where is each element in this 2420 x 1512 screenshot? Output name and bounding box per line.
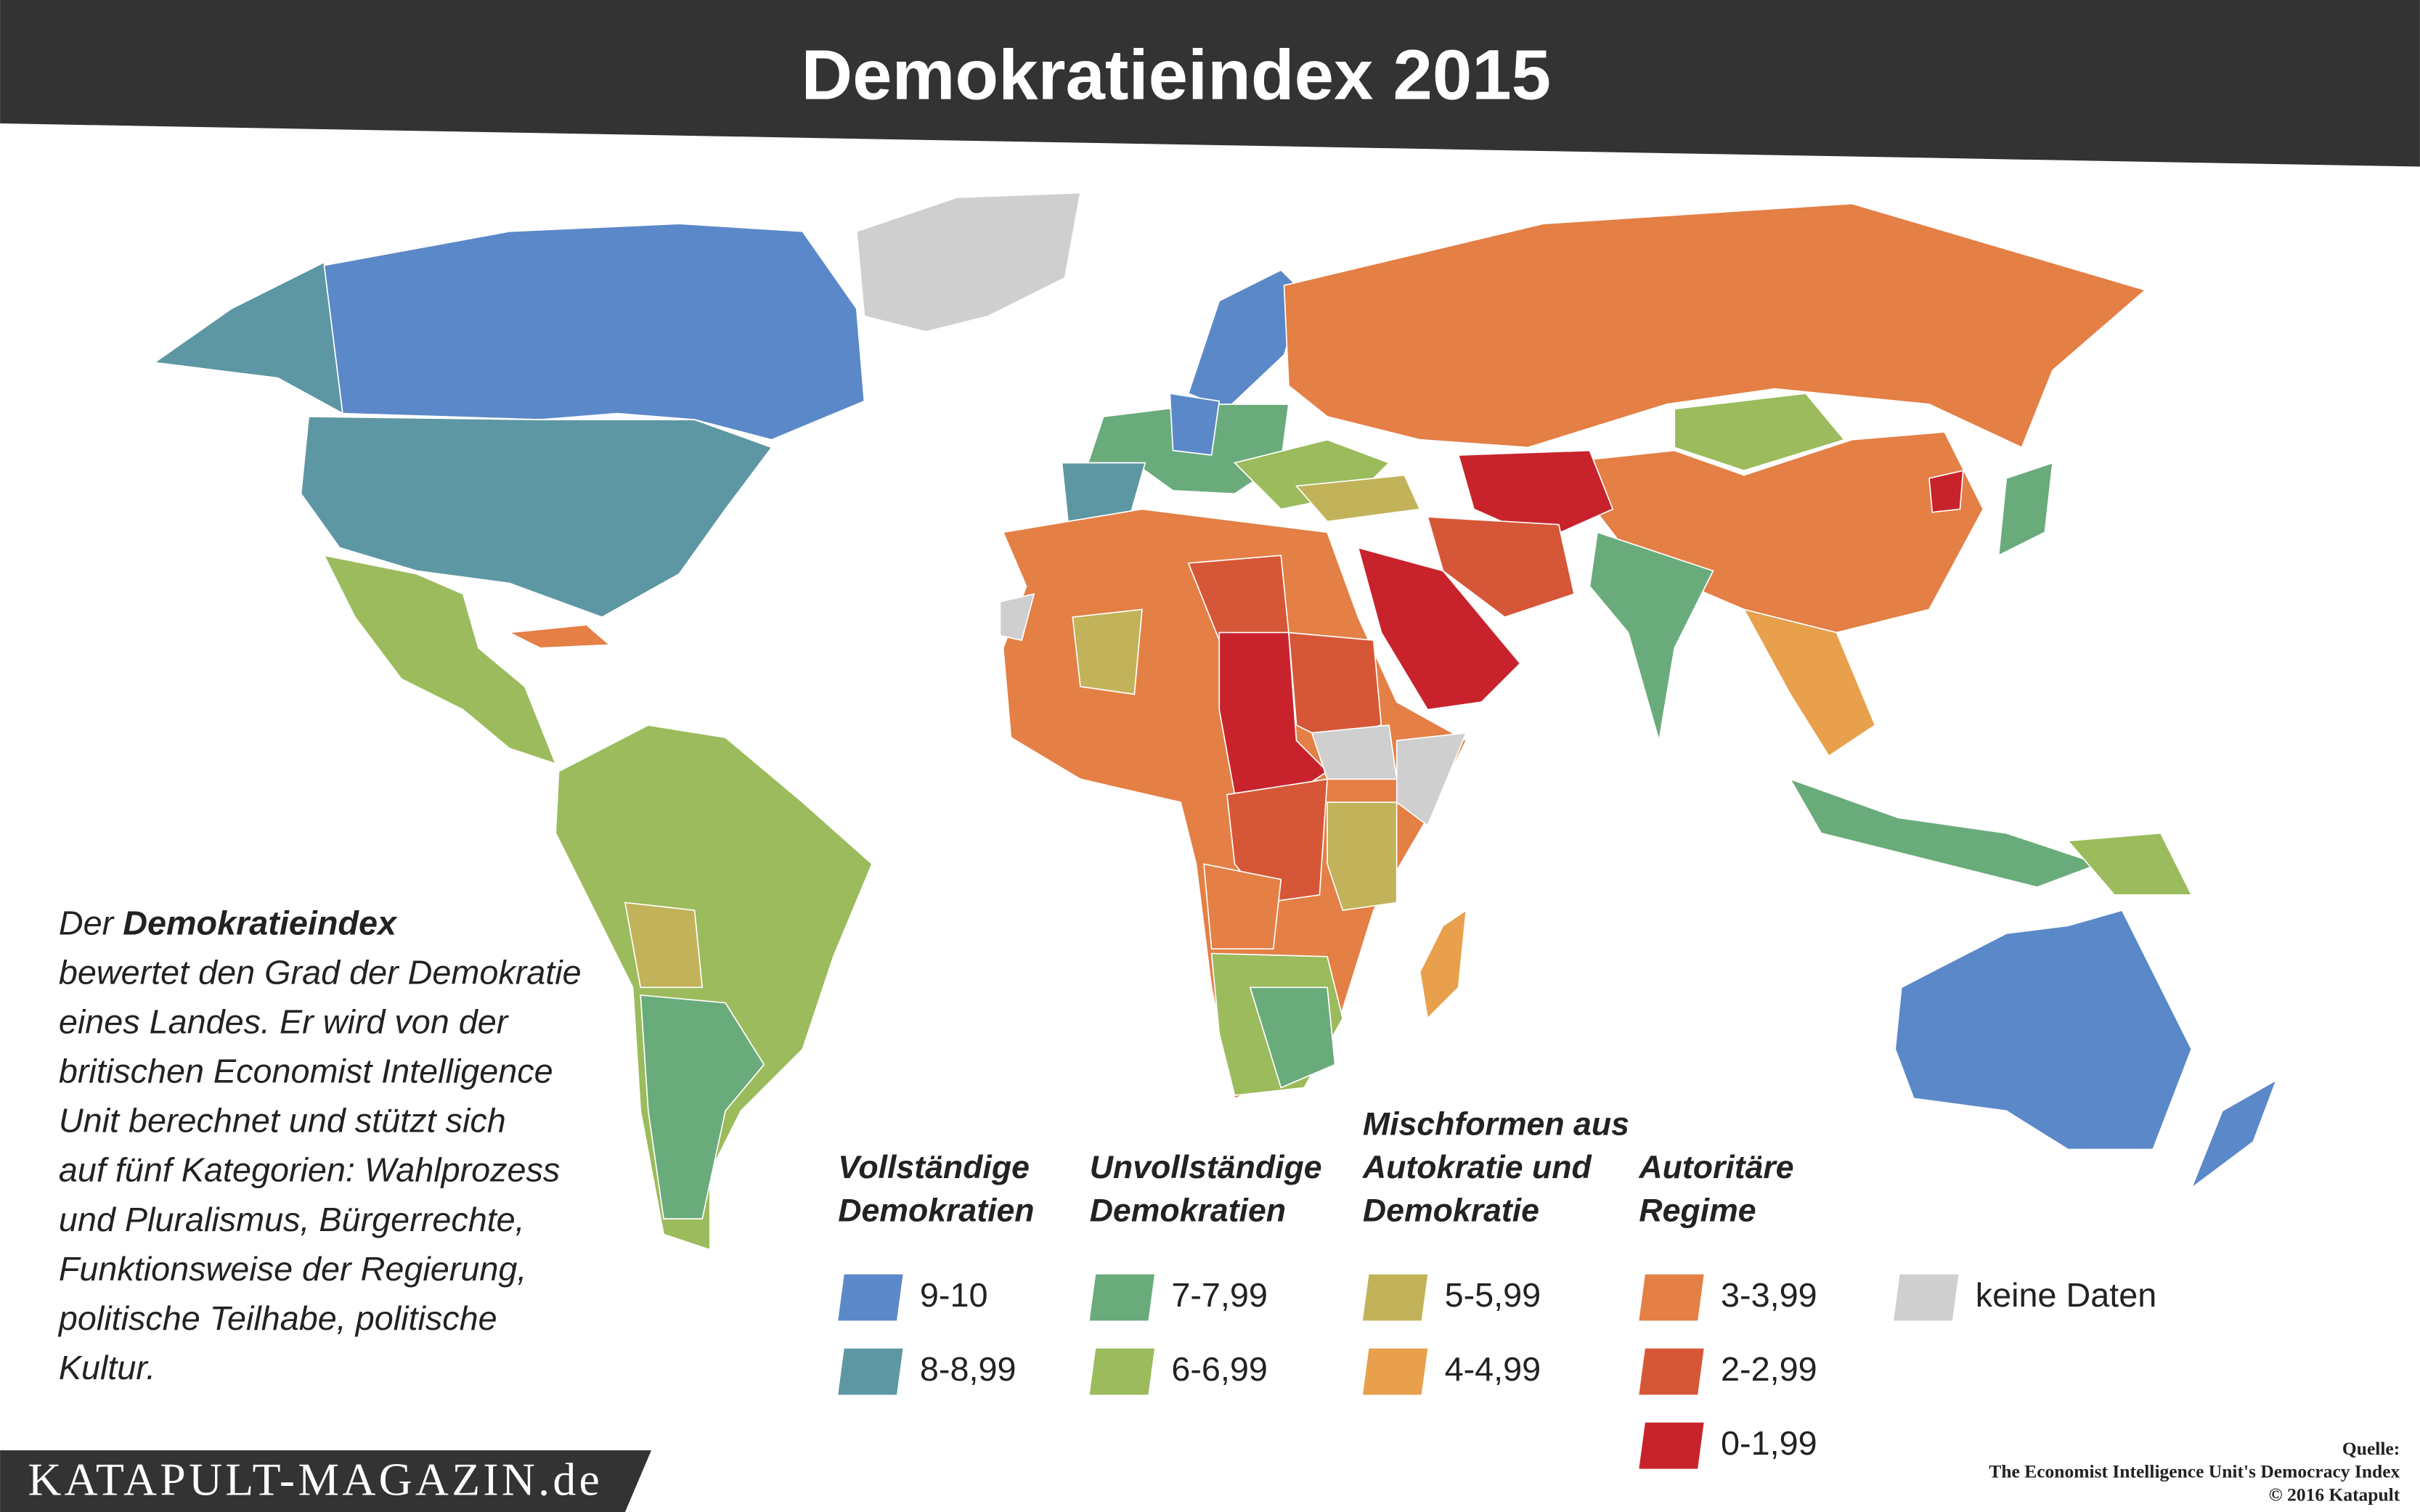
country [555, 724, 873, 1251]
country [1928, 470, 1964, 513]
legend-swatch [1089, 1348, 1154, 1395]
legend-swatch [1639, 1348, 1704, 1395]
country [1169, 393, 1221, 456]
legend-swatch [1089, 1274, 1154, 1321]
legend-label: 9-10 [920, 1276, 988, 1314]
legend-swatch [1639, 1422, 1704, 1469]
country [300, 416, 773, 618]
legend-swatch [1362, 1274, 1428, 1321]
legend-label: 7-7,99 [1171, 1276, 1268, 1314]
country [1287, 632, 1382, 742]
country [1674, 393, 1846, 472]
country [1419, 909, 1467, 1020]
country [1894, 910, 2278, 1190]
country [624, 902, 704, 989]
title: Demokratieindex 2015 [801, 34, 1551, 114]
description-line: Unit berechnet und stützt sich [59, 1102, 506, 1140]
legend-group-title: Demokratie [1363, 1193, 1539, 1228]
legend-group-title: Demokratien [1090, 1193, 1286, 1228]
description-line: politische Teilhabe, politische [57, 1299, 497, 1337]
description-line: Der Demokratieindex [59, 904, 398, 942]
legend-swatch [838, 1274, 903, 1321]
legend-label: 3-3,99 [1721, 1276, 1817, 1314]
source-heading: Quelle: [2342, 1438, 2400, 1459]
country [1743, 608, 1876, 757]
country [1226, 778, 1328, 904]
country [1589, 531, 1714, 741]
legend-label: 4-4,99 [1445, 1350, 1541, 1388]
description: Der Demokratieindex bewertet den Grad der… [57, 904, 582, 1386]
country [323, 223, 865, 441]
country [999, 593, 1035, 642]
country [1557, 431, 1984, 634]
country [507, 624, 611, 649]
brand: KATAPULT-MAGAZIN.de [28, 1453, 603, 1505]
description-line: Funktionsweise der Regierung, [59, 1250, 526, 1288]
source: Quelle: The Economist Intelligence Unit'… [1989, 1438, 2400, 1505]
country [1997, 462, 2054, 557]
country [1311, 724, 1467, 827]
country [1072, 608, 1398, 911]
legend-group-title: Demokratien [838, 1193, 1034, 1228]
country [1357, 547, 1521, 711]
country [322, 555, 557, 765]
country [1283, 203, 2147, 449]
legend-swatch [1894, 1274, 1959, 1321]
description-line: Kultur. [59, 1349, 155, 1386]
country [1249, 986, 1336, 1089]
source-name: The Economist Intelligence Unit's Democr… [1989, 1461, 2400, 1482]
legend-swatch [1362, 1348, 1428, 1395]
legend-label: 2-2,99 [1721, 1350, 1817, 1388]
legend-label: 5-5,99 [1445, 1276, 1541, 1314]
brand-bar [0, 1450, 652, 1512]
country [1788, 777, 2101, 888]
legend-label: keine Daten [1976, 1276, 2157, 1314]
country [1457, 449, 1614, 541]
legend-swatch [1639, 1274, 1704, 1321]
legend-group-title: Autokratie und [1362, 1150, 1593, 1185]
legend-group-title: Regime [1639, 1193, 1756, 1228]
legend-label: 0-1,99 [1721, 1424, 1817, 1462]
country [855, 192, 1081, 332]
country [2066, 832, 2193, 896]
description-line: britischen Economist Intelligence [59, 1053, 553, 1090]
description-line: und Pluralismus, Bürgerrechte, [59, 1201, 525, 1238]
legend-label: 8-8,99 [920, 1350, 1017, 1388]
description-line: eines Landes. Er wird von der [59, 1003, 510, 1041]
country [640, 994, 765, 1220]
legend-swatch [838, 1348, 903, 1395]
description-line: bewertet den Grad der Demokratie [59, 954, 582, 992]
legend-group-title: Unvollständige [1090, 1150, 1322, 1185]
legend-group-title: Autoritäre [1638, 1150, 1793, 1185]
header-bar [0, 0, 2420, 167]
description-intro: Der [59, 904, 115, 942]
description-highlight: Demokratieindex [123, 904, 398, 942]
legend-group-title: Vollständige [838, 1150, 1030, 1185]
country [1203, 863, 1282, 950]
legend-group-title: Mischformen aus [1363, 1106, 1629, 1142]
source-credit: © 2016 Katapult [2269, 1484, 2400, 1505]
legend-label: 6-6,99 [1171, 1350, 1268, 1388]
country [1427, 516, 1576, 618]
legend: Vollständige Demokratien 9-10 8-8,99 Unvolls… [838, 1106, 2157, 1469]
world-map [152, 192, 2278, 1251]
country [1295, 474, 1421, 523]
description-line: auf fünf Kategorien: Wahlprozess [59, 1151, 560, 1189]
